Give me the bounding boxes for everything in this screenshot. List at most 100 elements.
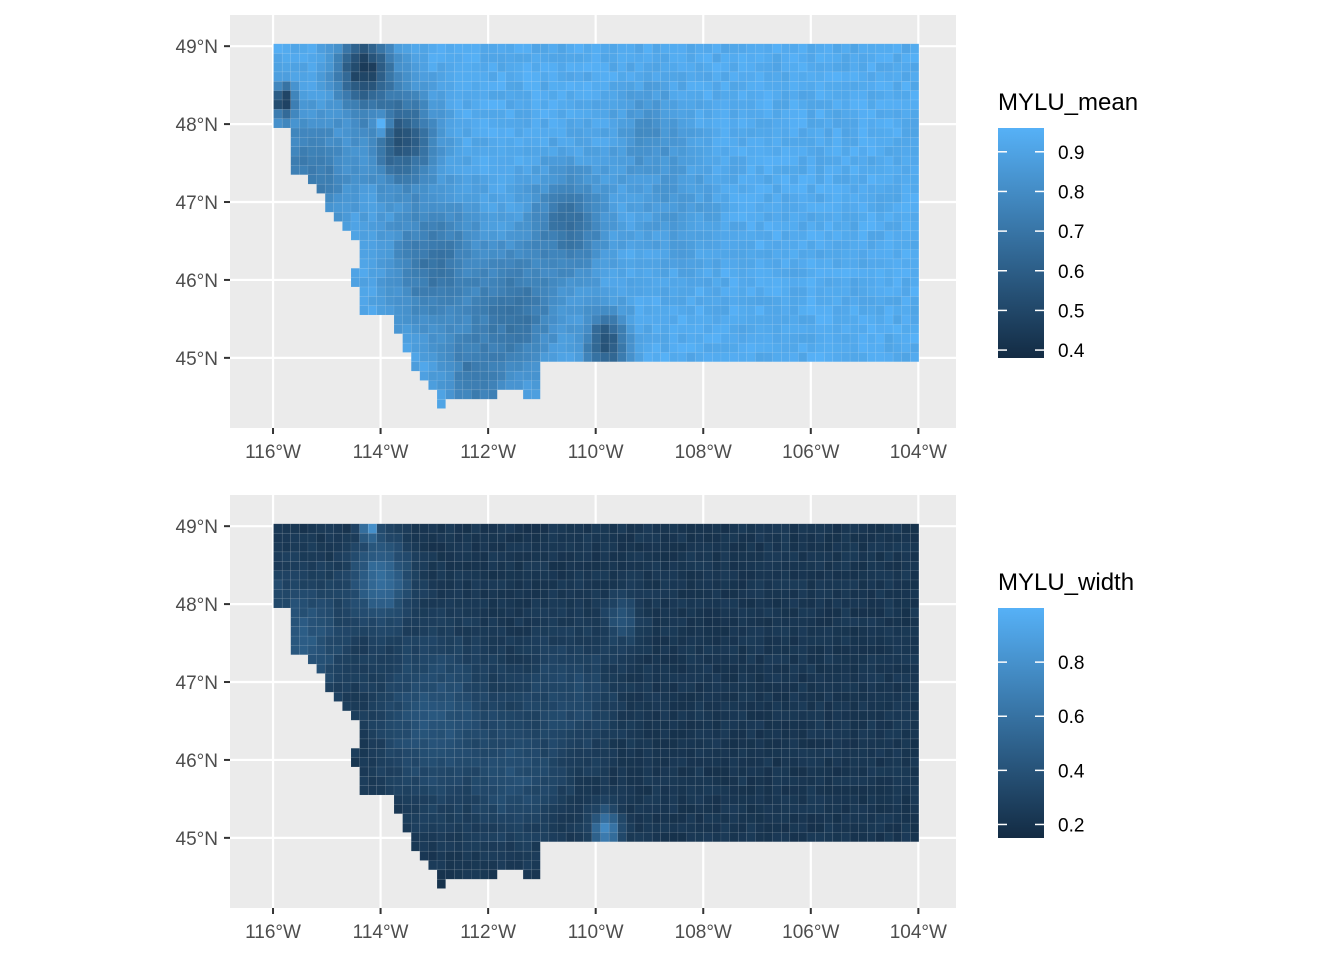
raster-cell (695, 739, 704, 748)
raster-cell (695, 203, 704, 212)
raster-cell (514, 524, 523, 533)
raster-cell (506, 156, 515, 165)
raster-cell (454, 380, 463, 389)
raster-cell (884, 72, 893, 81)
raster-cell (816, 63, 825, 72)
raster-cell (816, 636, 825, 645)
raster-cell (764, 81, 773, 90)
raster-cell (437, 324, 446, 333)
raster-cell (291, 617, 300, 626)
raster-cell (781, 664, 790, 673)
raster-cell (816, 832, 825, 841)
raster-cell (368, 268, 377, 277)
raster-cell (583, 814, 592, 823)
raster-cell (463, 296, 472, 305)
raster-cell (471, 128, 480, 137)
raster-cell (884, 81, 893, 90)
raster-cell (514, 72, 523, 81)
raster-cell (669, 664, 678, 673)
raster-cell (385, 599, 394, 608)
raster-cell (282, 589, 291, 598)
raster-cell (299, 128, 308, 137)
raster-cell (626, 278, 635, 287)
raster-cell (721, 636, 730, 645)
raster-cell (626, 748, 635, 757)
raster-cell (549, 655, 558, 664)
raster-cell (669, 543, 678, 552)
raster-cell (816, 627, 825, 636)
raster-cell (773, 343, 782, 352)
raster-cell (497, 259, 506, 268)
raster-cell (652, 203, 661, 212)
raster-cell (798, 673, 807, 682)
raster-cell (712, 343, 721, 352)
raster-cell (411, 702, 420, 711)
raster-cell (730, 156, 739, 165)
raster-cell (902, 823, 911, 832)
raster-cell (523, 137, 532, 146)
raster-cell (661, 832, 670, 841)
raster-cell (549, 193, 558, 202)
raster-cell (609, 524, 618, 533)
raster-cell (773, 683, 782, 692)
raster-cell (299, 63, 308, 72)
raster-cell (308, 627, 317, 636)
raster-cell (721, 306, 730, 315)
raster-cell (411, 315, 420, 324)
raster-cell (755, 627, 764, 636)
raster-cell (618, 165, 627, 174)
raster-cell (351, 44, 360, 53)
raster-cell (368, 165, 377, 174)
raster-cell (506, 380, 515, 389)
raster-cell (859, 296, 868, 305)
raster-cell (833, 552, 842, 561)
raster-cell (781, 352, 790, 361)
raster-cell (609, 711, 618, 720)
raster-cell (566, 278, 575, 287)
raster-cell (910, 212, 919, 221)
raster-cell (385, 543, 394, 552)
raster-cell (575, 119, 584, 128)
raster-cell (566, 673, 575, 682)
raster-cell (558, 767, 567, 776)
raster-cell (471, 240, 480, 249)
raster-cell (730, 63, 739, 72)
raster-cell (721, 203, 730, 212)
raster-cell (704, 702, 713, 711)
raster-cell (687, 240, 696, 249)
raster-cell (532, 720, 541, 729)
raster-cell (377, 100, 386, 109)
raster-cell (893, 832, 902, 841)
raster-cell (351, 608, 360, 617)
raster-cell (325, 580, 334, 589)
raster-cell (841, 804, 850, 813)
raster-cell (497, 100, 506, 109)
raster-cell (428, 156, 437, 165)
raster-cell (764, 730, 773, 739)
raster-cell (790, 91, 799, 100)
raster-cell (790, 599, 799, 608)
raster-cell (721, 63, 730, 72)
raster-cell (644, 44, 653, 53)
raster-cell (325, 608, 334, 617)
raster-cell (368, 137, 377, 146)
raster-cell (644, 748, 653, 757)
raster-cell (446, 627, 455, 636)
raster-cell (454, 673, 463, 682)
raster-cell (764, 776, 773, 785)
raster-cell (781, 259, 790, 268)
raster-cell (385, 165, 394, 174)
raster-cell (712, 81, 721, 90)
raster-cell (489, 702, 498, 711)
raster-cell (463, 543, 472, 552)
raster-cell (833, 617, 842, 626)
raster-cell (661, 231, 670, 240)
legend-tick-label: 0.8 (1058, 182, 1084, 203)
raster-cell (781, 832, 790, 841)
raster-cell (816, 702, 825, 711)
raster-cell (601, 561, 610, 570)
raster-cell (377, 231, 386, 240)
raster-cell (841, 352, 850, 361)
raster-cell (833, 786, 842, 795)
raster-cell (601, 795, 610, 804)
